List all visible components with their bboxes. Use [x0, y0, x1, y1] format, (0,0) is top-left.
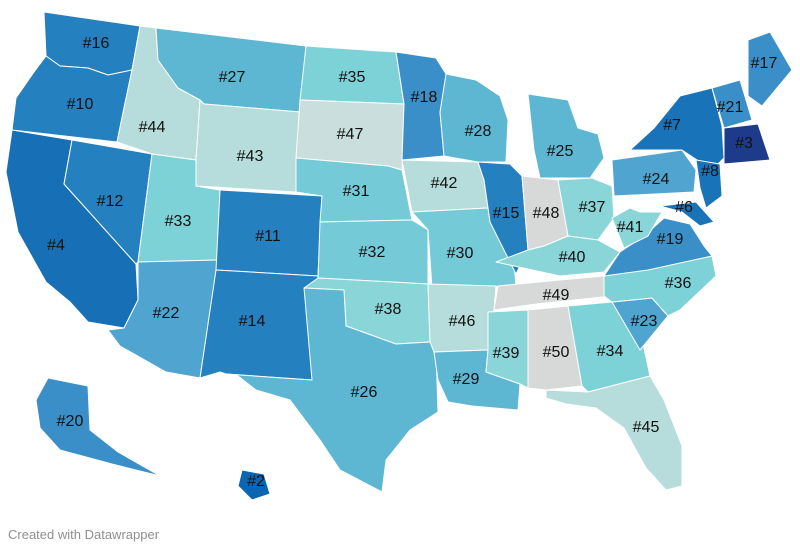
- state-ny[interactable]: [629, 87, 725, 171]
- state-ks[interactable]: [317, 219, 429, 285]
- state-fl[interactable]: [545, 375, 683, 491]
- rank-label-fl: #45: [633, 419, 660, 436]
- rank-label-wi: #28: [465, 123, 492, 140]
- rank-label-co: #11: [255, 228, 281, 245]
- rank-label-ak: #20: [57, 413, 84, 430]
- rank-label-pa: #24: [643, 171, 670, 188]
- rank-label-mt: #27: [219, 69, 246, 86]
- rank-label-il: #15: [493, 205, 520, 222]
- rank-label-nv: #12: [97, 193, 124, 210]
- rank-label-va: #19: [657, 231, 684, 248]
- state-vt[interactable]: [711, 79, 753, 129]
- state-me[interactable]: [747, 31, 793, 107]
- rank-label-ok: #38: [375, 301, 402, 318]
- state-md[interactable]: [659, 201, 715, 227]
- rank-label-sd: #47: [337, 126, 364, 143]
- rank-label-ne: #31: [343, 183, 370, 200]
- rank-label-me: #17: [751, 55, 778, 72]
- state-al[interactable]: [527, 305, 583, 391]
- rank-label-ia: #42: [431, 175, 458, 192]
- rank-label-nj: #8: [701, 163, 719, 180]
- rank-label-ks: #32: [359, 244, 386, 261]
- state-ma[interactable]: [723, 123, 771, 165]
- state-tx[interactable]: [225, 287, 439, 493]
- rank-label-ga: #34: [597, 343, 624, 360]
- rank-label-or: #10: [67, 96, 94, 113]
- state-il[interactable]: [477, 161, 529, 275]
- rank-label-id: #44: [139, 119, 166, 136]
- rank-label-nd: #35: [339, 69, 366, 86]
- rank-label-nm: #14: [239, 313, 266, 330]
- rank-label-in: #48: [533, 205, 560, 222]
- rank-label-wy: #43: [237, 148, 264, 165]
- rank-label-vt: #21: [717, 99, 744, 116]
- rank-label-sc: #23: [631, 313, 658, 330]
- state-rank-labels: #16 #10 #4 #12 #44 #27 #43 #33 #22 #11 #14 #35 #47 #3…: [47, 35, 777, 490]
- rank-label-hi: #2: [247, 473, 265, 490]
- rank-label-mn: #18: [411, 89, 438, 106]
- rank-label-ut: #33: [165, 213, 192, 230]
- rank-label-tx: #26: [351, 384, 378, 401]
- state-ak[interactable]: [35, 377, 161, 477]
- rank-label-ca: #4: [47, 237, 65, 254]
- datawrapper-credit[interactable]: Created with Datawrapper: [8, 527, 160, 542]
- state-mi[interactable]: [527, 93, 605, 179]
- state-pa[interactable]: [611, 149, 697, 197]
- state-ky[interactable]: [495, 235, 621, 277]
- state-wi[interactable]: [439, 73, 509, 163]
- rank-label-ny: #7: [663, 117, 681, 134]
- rank-label-md: #6: [675, 199, 693, 216]
- rank-label-wa: #16: [83, 35, 110, 52]
- rank-label-ar: #46: [449, 313, 476, 330]
- state-shapes: [5, 11, 793, 501]
- rank-label-tn: #49: [543, 287, 570, 304]
- rank-label-la: #29: [453, 371, 480, 388]
- rank-label-wv: #41: [617, 219, 644, 236]
- rank-label-az: #22: [153, 305, 180, 322]
- state-nj[interactable]: [695, 159, 723, 209]
- rank-label-oh: #37: [579, 199, 606, 216]
- state-nv[interactable]: [63, 139, 153, 265]
- rank-label-nc: #36: [665, 275, 692, 292]
- rank-label-al: #50: [543, 344, 570, 361]
- rank-label-mi: #25: [547, 143, 574, 160]
- rank-label-mo: #30: [447, 245, 474, 262]
- state-wv[interactable]: [611, 207, 663, 249]
- rank-label-ms: #39: [493, 345, 520, 362]
- rank-label-ma: #3: [735, 135, 753, 152]
- state-hi[interactable]: [237, 469, 271, 501]
- state-wy[interactable]: [195, 99, 301, 193]
- rank-label-ky: #40: [559, 249, 586, 266]
